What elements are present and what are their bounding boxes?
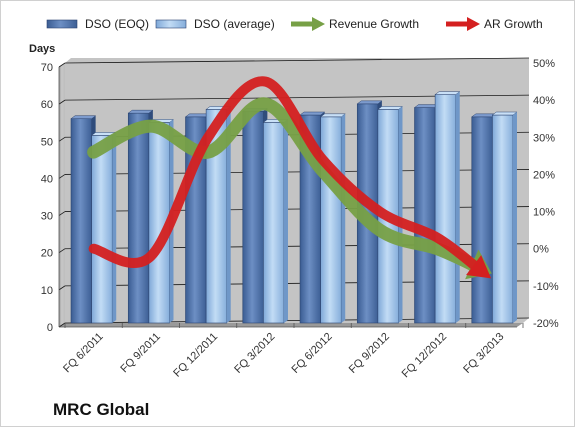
right-axis-tick-label: 40% <box>533 95 555 107</box>
right-axis-tick-label: 20% <box>533 169 555 181</box>
bar-side <box>512 112 517 323</box>
left-axis-tick-label: 70 <box>41 62 53 74</box>
gridline-side <box>58 174 66 179</box>
bar-side <box>341 113 346 323</box>
left-axis-tick-label: 40 <box>41 173 53 185</box>
bar-side <box>112 132 117 323</box>
left-axis-title: Days <box>29 43 55 55</box>
bar-dso-average <box>320 116 342 324</box>
category-label: FQ 12/2011 <box>171 331 220 380</box>
category-label: FQ 3/2013 <box>461 331 506 376</box>
left-axis-tick-label: 20 <box>41 248 53 260</box>
bar-dso-average <box>434 94 457 324</box>
category-label: FQ 6/2011 <box>61 331 106 376</box>
right-axis-tick-label: 30% <box>533 132 555 144</box>
bar-top <box>377 106 404 110</box>
category-label: FQ 6/2012 <box>290 331 335 376</box>
plot-area <box>65 58 529 323</box>
gridline-side <box>58 62 66 68</box>
left-axis-tick-label: 50 <box>41 136 53 148</box>
gridline-side <box>58 322 66 328</box>
bar-top <box>434 91 461 95</box>
right-axis-tick-label: 0% <box>533 244 549 256</box>
bar-dso-eoq <box>471 116 493 324</box>
bar-dso-average <box>263 122 285 324</box>
bar-top <box>491 111 518 116</box>
right-axis-tick-label: 10% <box>533 207 555 219</box>
right-axis-tick-label: -10% <box>533 281 559 293</box>
category-label: FQ 9/2011 <box>118 331 163 376</box>
bar-top <box>299 111 326 116</box>
gridline-side <box>58 136 66 142</box>
gridline <box>64 57 530 64</box>
legend-swatch-dso-eoq <box>46 19 78 29</box>
bar-top <box>127 109 154 114</box>
bar-dso-average <box>492 114 514 324</box>
left-axis-tick-label: 10 <box>41 285 53 297</box>
left-axis-tick-label: 0 <box>47 322 53 334</box>
company-name: MRC Global <box>53 400 149 419</box>
bar-side <box>455 91 460 323</box>
right-axis-tick-label: 50% <box>533 58 555 70</box>
legend-label: DSO (average) <box>194 17 275 31</box>
revenue-growth-line <box>87 97 484 274</box>
gridline-side <box>58 211 66 216</box>
legend-swatch-dso-average <box>155 19 187 29</box>
category-label: FQ 12/2012 <box>400 331 450 381</box>
bar-side <box>226 106 231 323</box>
bar-side <box>283 119 288 323</box>
bar-dso-eoq <box>414 107 436 324</box>
bar-top <box>70 115 97 119</box>
legend-label: Revenue Growth <box>329 17 419 31</box>
legend-swatch-arrow <box>467 17 480 31</box>
gridline-side <box>58 99 66 105</box>
bar-top <box>356 100 383 105</box>
left-axis-tick-label: 30 <box>41 211 53 223</box>
ar-growth-line <box>88 76 484 274</box>
bar-dso-eoq <box>242 110 264 324</box>
floor <box>59 323 523 327</box>
bar-dso-eoq <box>127 112 150 324</box>
legend-label: AR Growth <box>484 17 543 31</box>
gridline-side <box>58 285 66 291</box>
left-axis-tick-label: 60 <box>41 99 53 111</box>
bar-top <box>319 113 346 118</box>
legend-swatch-arrow <box>312 17 325 31</box>
ar-growth-arrowhead <box>466 255 492 279</box>
gridline-side <box>58 248 66 254</box>
right-axis-tick-label: -20% <box>533 318 559 330</box>
category-label: FQ 9/2012 <box>347 331 392 376</box>
category-label: FQ 3/2012 <box>232 331 277 376</box>
bar-side <box>398 106 403 323</box>
legend-label: DSO (EOQ) <box>85 17 149 31</box>
side-wall <box>59 63 65 327</box>
bar-dso-average <box>91 135 113 324</box>
